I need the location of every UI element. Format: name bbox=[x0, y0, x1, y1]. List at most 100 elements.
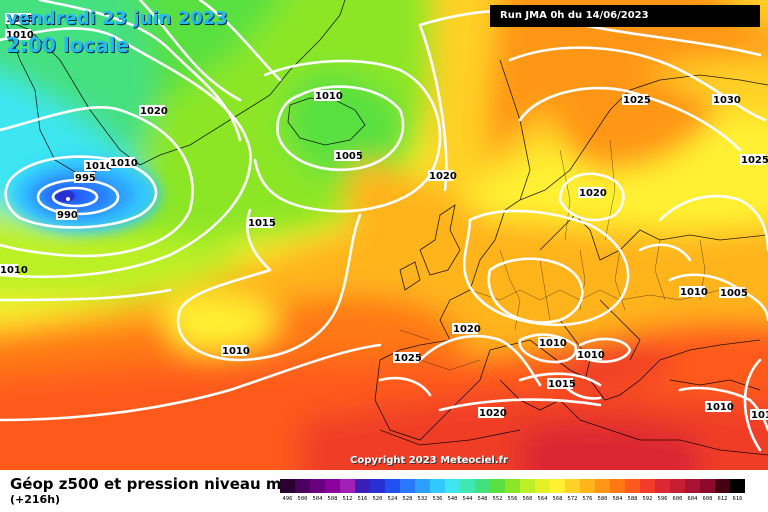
legend-tick-label: 580 bbox=[597, 496, 608, 502]
geopotential-map: 1015 1010 1020 1010 1005 1010 1010 995 9… bbox=[0, 0, 768, 470]
svg-text:1005: 1005 bbox=[720, 288, 748, 299]
svg-text:1020: 1020 bbox=[429, 171, 457, 182]
legend-swatch bbox=[445, 479, 460, 493]
forecast-time: 2:00 locale bbox=[6, 33, 130, 57]
legend-swatch bbox=[355, 479, 370, 493]
legend-swatch bbox=[655, 479, 670, 493]
map-title: Géop z500 et pression niveau mer bbox=[10, 475, 300, 493]
svg-text:1020: 1020 bbox=[140, 106, 168, 117]
isobar-label: 1020 bbox=[478, 407, 507, 419]
legend-tick-label: 616 bbox=[732, 496, 743, 502]
legend-swatch bbox=[415, 479, 430, 493]
svg-text:1025: 1025 bbox=[741, 155, 768, 166]
isobar-label: 1010 bbox=[314, 90, 343, 102]
legend-tick-label: 588 bbox=[627, 496, 638, 502]
legend-swatch bbox=[460, 479, 475, 493]
legend-tick-label: 528 bbox=[402, 496, 413, 502]
legend-tick-label: 496 bbox=[282, 496, 293, 502]
legend-tick-label: 560 bbox=[522, 496, 533, 502]
geopotential-fill bbox=[0, 0, 768, 470]
legend-swatch bbox=[610, 479, 625, 493]
isobar-labels: 1015 1010 1020 1010 1005 1010 1010 995 9… bbox=[0, 13, 768, 421]
isobar-label: 990 bbox=[56, 209, 78, 221]
legend-swatch bbox=[640, 479, 655, 493]
legend-tick-label: 564 bbox=[537, 496, 548, 502]
isobar-label: 1010 bbox=[5, 29, 34, 41]
legend-swatch bbox=[520, 479, 535, 493]
legend-tick-label: 540 bbox=[447, 496, 458, 502]
legend-swatch bbox=[625, 479, 640, 493]
isobar-label: 995 bbox=[74, 172, 96, 184]
legend-tick-label: 600 bbox=[672, 496, 683, 502]
isobar-label: 1015 bbox=[5, 13, 34, 25]
legend-swatch bbox=[670, 479, 685, 493]
svg-text:1010: 1010 bbox=[0, 265, 28, 276]
svg-text:1010: 1010 bbox=[751, 410, 768, 421]
legend-swatch bbox=[550, 479, 565, 493]
legend-swatch bbox=[340, 479, 355, 493]
svg-text:1010: 1010 bbox=[577, 350, 605, 361]
svg-text:1010: 1010 bbox=[110, 158, 138, 169]
legend-tick-label: 556 bbox=[507, 496, 518, 502]
svg-text:1010: 1010 bbox=[6, 30, 34, 41]
color-scale: 496 500 504 508 512 516 520 524 528 532 536 540 544 5… bbox=[280, 479, 760, 512]
legend-swatch bbox=[535, 479, 550, 493]
legend-tick-label: 568 bbox=[552, 496, 563, 502]
legend-swatch bbox=[325, 479, 340, 493]
svg-text:990: 990 bbox=[57, 210, 78, 221]
legend-swatch bbox=[385, 479, 400, 493]
svg-text:1025: 1025 bbox=[623, 95, 651, 106]
legend-tick-label: 536 bbox=[432, 496, 443, 502]
isobar-label: 1010 bbox=[0, 264, 28, 276]
svg-text:1010: 1010 bbox=[85, 161, 113, 172]
isobar-label: 1010 bbox=[84, 160, 113, 172]
legend-swatch bbox=[400, 479, 415, 493]
legend-swatch bbox=[700, 479, 715, 493]
svg-text:1015: 1015 bbox=[6, 14, 34, 25]
legend-swatch bbox=[715, 479, 730, 493]
svg-text:1020: 1020 bbox=[453, 324, 481, 335]
color-scale-swatches bbox=[280, 479, 760, 493]
isobar-label: 1010 bbox=[538, 337, 567, 349]
svg-text:1030: 1030 bbox=[713, 95, 741, 106]
legend-swatch bbox=[310, 479, 325, 493]
isobar-label: 1020 bbox=[139, 105, 168, 117]
isobar-label: 1030 bbox=[712, 94, 741, 106]
legend-tick-label: 548 bbox=[477, 496, 488, 502]
legend-swatch bbox=[280, 479, 295, 493]
legend-swatch bbox=[565, 479, 580, 493]
svg-text:1010: 1010 bbox=[539, 338, 567, 349]
svg-text:1015: 1015 bbox=[248, 218, 276, 229]
legend-swatch bbox=[430, 479, 445, 493]
isobar-label: 1025 bbox=[393, 352, 422, 364]
isobar-label: 1005 bbox=[719, 287, 748, 299]
legend-swatch bbox=[370, 479, 385, 493]
legend-tick-label: 508 bbox=[327, 496, 338, 502]
isobar-label: 1005 bbox=[334, 150, 363, 162]
isobar-label: 1020 bbox=[452, 323, 481, 335]
forecast-lead-time: (+216h) bbox=[10, 493, 61, 506]
legend-swatch bbox=[685, 479, 700, 493]
model-run-label: Run JMA 0h du 14/06/2023 bbox=[490, 5, 760, 27]
legend-tick-label: 524 bbox=[387, 496, 398, 502]
legend-tick-label: 500 bbox=[297, 496, 308, 502]
svg-text:1005: 1005 bbox=[335, 151, 363, 162]
legend-tick-label: 584 bbox=[612, 496, 623, 502]
isobars bbox=[0, 0, 768, 450]
isobar-label: 1010 bbox=[679, 286, 708, 298]
isobar-label: 1010 bbox=[576, 349, 605, 361]
legend-tick-label: 592 bbox=[642, 496, 653, 502]
legend-tick-label: 532 bbox=[417, 496, 428, 502]
isobar-label: 1010 bbox=[221, 345, 250, 357]
isobar-label: 1010 bbox=[109, 157, 138, 169]
legend-swatch bbox=[730, 479, 745, 493]
svg-text:1020: 1020 bbox=[579, 188, 607, 199]
isobar-label: 1015 bbox=[247, 217, 276, 229]
legend-swatch bbox=[580, 479, 595, 493]
legend-swatch bbox=[490, 479, 505, 493]
legend-swatch bbox=[295, 479, 310, 493]
isobar-label: 1025 bbox=[622, 94, 651, 106]
legend-tick-label: 544 bbox=[462, 496, 473, 502]
legend-tick-label: 604 bbox=[687, 496, 698, 502]
